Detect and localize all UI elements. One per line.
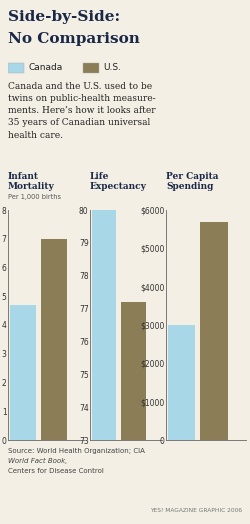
Text: Per 1,000 births: Per 1,000 births (8, 194, 61, 200)
Text: Per Capita
Spending: Per Capita Spending (166, 172, 218, 191)
Text: No Comparison: No Comparison (8, 32, 140, 46)
Bar (10, 305, 36, 440)
Text: Centers for Disease Control: Centers for Disease Control (8, 468, 104, 474)
Text: Side-by-Side:: Side-by-Side: (8, 10, 120, 24)
Text: World Fact Book,: World Fact Book, (8, 458, 68, 464)
Text: YES! MAGAZINE GRAPHIC 2006: YES! MAGAZINE GRAPHIC 2006 (150, 508, 242, 513)
Bar (8, 62, 24, 73)
Text: Canada and the U.S. used to be
twins on public-health measure-
ments. Here’s how: Canada and the U.S. used to be twins on … (8, 82, 156, 139)
Bar (83, 62, 99, 73)
Bar (92, 210, 116, 440)
Text: Canada: Canada (28, 63, 62, 72)
Bar (168, 325, 195, 440)
Bar (41, 239, 67, 440)
Bar (121, 302, 146, 440)
Text: Life
Expectancy: Life Expectancy (90, 172, 147, 191)
Text: Infant
Mortality: Infant Mortality (8, 172, 55, 191)
Text: U.S.: U.S. (103, 63, 121, 72)
Bar (200, 222, 228, 440)
Text: Source: World Health Organization; CIA: Source: World Health Organization; CIA (8, 448, 147, 454)
